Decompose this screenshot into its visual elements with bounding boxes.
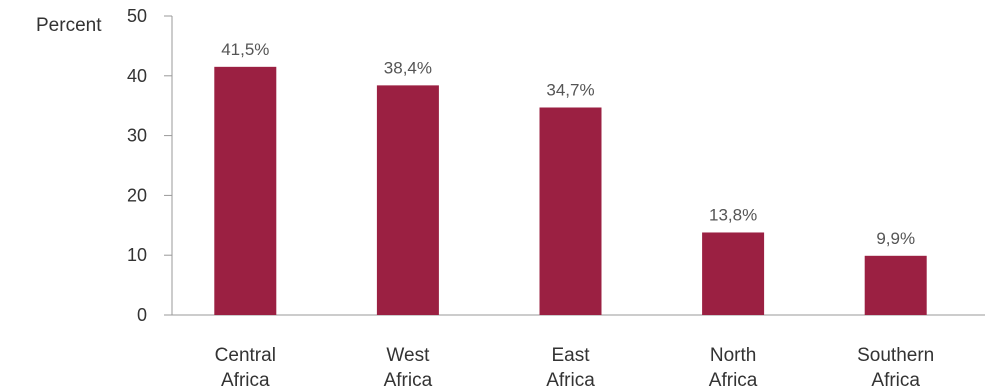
data-labels: 41,5% 38,4% 34,7% 13,8% 9,9% (221, 40, 915, 248)
y-tick-label: 0 (137, 305, 147, 325)
bars (214, 66, 927, 315)
category-label: North Africa (709, 345, 758, 390)
data-label: 9,9% (876, 229, 915, 248)
y-tick-label: 30 (127, 126, 147, 146)
bar (376, 85, 439, 315)
y-tick-label: 50 (127, 6, 147, 26)
category-label: West Africa (384, 345, 433, 390)
data-label: 41,5% (221, 40, 269, 59)
category-label: Southern Africa (857, 345, 934, 390)
y-tick-label: 40 (127, 66, 147, 86)
bar (864, 255, 927, 315)
data-label: 13,8% (709, 205, 757, 224)
y-axis-label: Percent (36, 15, 102, 36)
y-tick-label: 10 (127, 245, 147, 265)
category-label: East Africa (546, 345, 595, 390)
bar (539, 107, 602, 315)
data-label: 38,4% (384, 58, 432, 77)
bar (702, 232, 765, 315)
y-tick-label: 20 (127, 185, 147, 205)
bar (214, 66, 277, 315)
category-labels: Central Africa West Africa East Africa North Af… (215, 345, 935, 390)
data-label: 34,7% (546, 80, 594, 99)
y-axis-ticks: 0 10 20 30 40 50 (127, 6, 172, 325)
category-label: Central Africa (215, 345, 276, 390)
